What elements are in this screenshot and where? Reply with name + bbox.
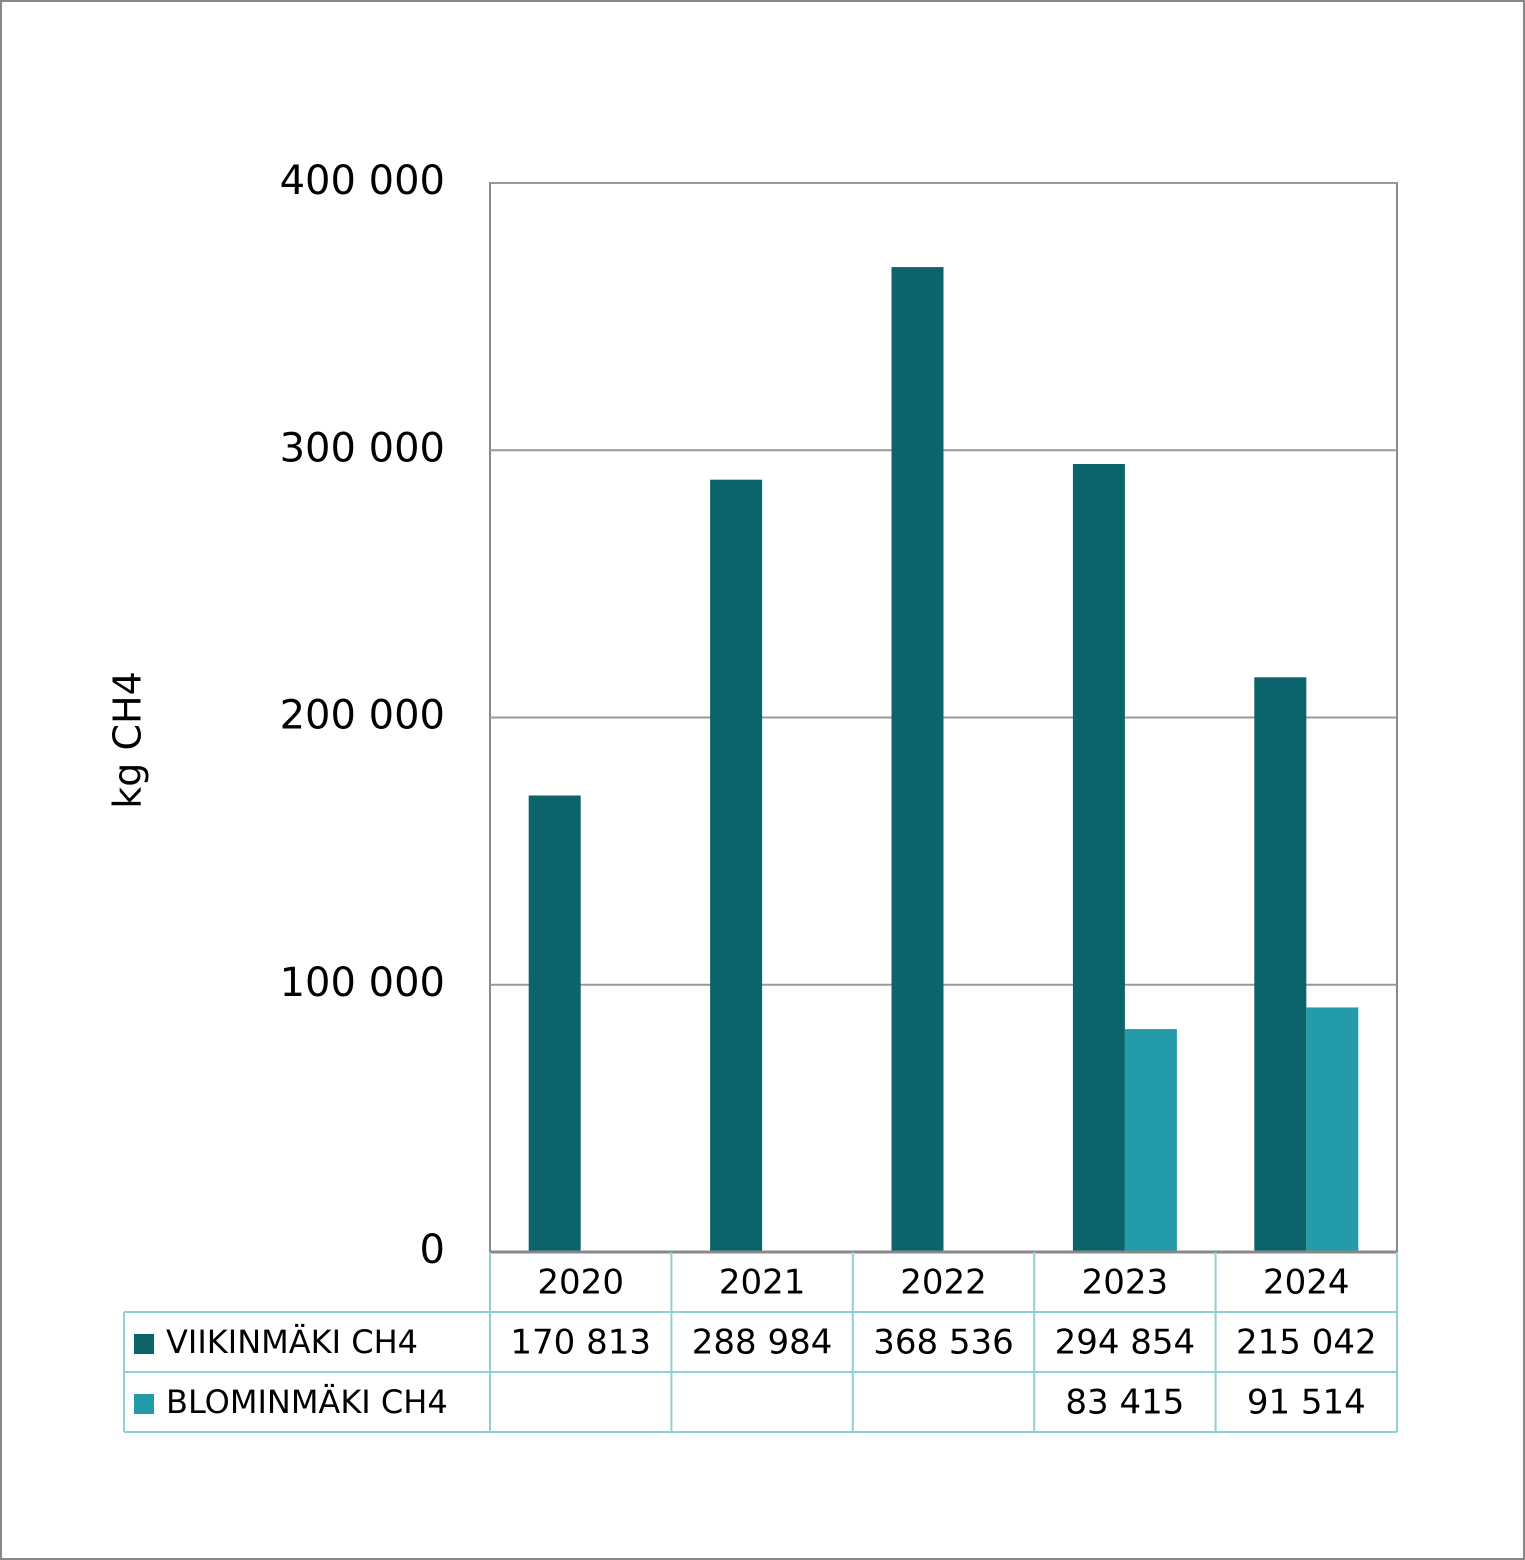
bar <box>528 795 581 1252</box>
x-tick-label: 2020 <box>537 1263 624 1303</box>
y-tick-label: 100 000 <box>280 960 445 1006</box>
y-tick-label: 300 000 <box>280 425 445 471</box>
legend-label: BLOMINMÄKI CH4 <box>166 1383 448 1421</box>
y-axis-label: kg CH4 <box>106 671 150 809</box>
table-value: 83 415 <box>1065 1383 1184 1423</box>
bar <box>710 479 763 1252</box>
bar <box>1124 1029 1177 1252</box>
table-value: 294 854 <box>1055 1323 1196 1363</box>
y-tick-label: 400 000 <box>280 158 445 204</box>
x-tick-label: 2024 <box>1263 1263 1350 1303</box>
table-value: 288 984 <box>692 1323 833 1363</box>
legend-swatch <box>134 1334 154 1354</box>
table-value: 215 042 <box>1236 1323 1377 1363</box>
bar <box>1254 677 1307 1252</box>
x-tick-label: 2023 <box>1082 1263 1169 1303</box>
bar <box>1306 1007 1359 1252</box>
y-tick-label: 200 000 <box>280 693 445 739</box>
table-value: 170 813 <box>510 1323 651 1363</box>
legend-label: VIIKINMÄKI CH4 <box>166 1323 418 1361</box>
x-tick-label: 2021 <box>719 1263 806 1303</box>
bar <box>1072 464 1125 1252</box>
x-tick-label: 2022 <box>900 1263 987 1303</box>
legend-swatch <box>134 1394 154 1414</box>
table-value: 368 536 <box>873 1323 1014 1363</box>
table-value: 91 514 <box>1247 1383 1366 1423</box>
y-tick-label: 0 <box>420 1227 445 1273</box>
bar <box>891 267 944 1253</box>
